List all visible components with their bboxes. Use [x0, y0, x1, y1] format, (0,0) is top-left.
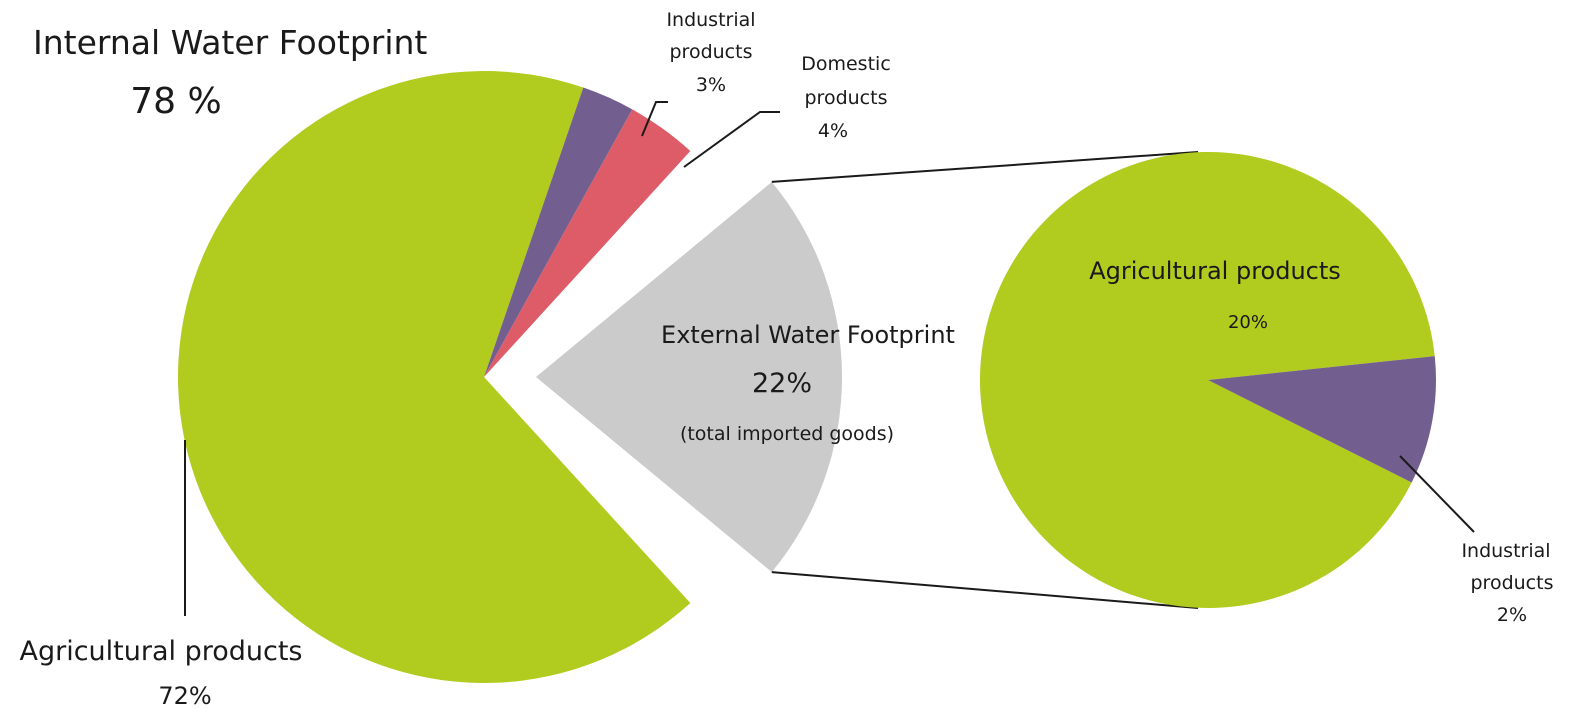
value-industrial: 3% — [696, 74, 726, 96]
value-external-water-footprint: 22% — [752, 368, 812, 399]
label-domestic-line1: Domestic — [801, 53, 891, 75]
internal-total-label: 78 % — [130, 81, 221, 122]
label-industrial-line2: products — [670, 41, 753, 63]
slice-agricultural-products — [178, 71, 691, 684]
value-domestic: 4% — [818, 120, 848, 142]
label-agricultural-products: Agricultural products — [19, 636, 302, 667]
slice-external-water-footprint — [536, 181, 843, 573]
chart-title: Internal Water Footprint — [33, 23, 427, 62]
value-agricultural-products: 72% — [158, 682, 211, 710]
label-breakdown-industrial-line2: products — [1471, 572, 1554, 594]
label-external-water-footprint: External Water Footprint — [661, 321, 955, 349]
breakdown-slice-industrial — [1208, 356, 1436, 483]
value-breakdown-industrial: 2% — [1497, 604, 1527, 626]
leader-line-breakdown-industrial — [1399, 455, 1475, 533]
main-pie — [178, 71, 843, 684]
breakdown-pie — [979, 152, 1436, 609]
slice-domestic-products — [484, 109, 691, 377]
leader-line-industrial — [641, 101, 668, 137]
label-industrial-line1: Industrial — [666, 9, 755, 31]
label-breakdown-agricultural: Agricultural products — [1089, 257, 1341, 285]
leader-line-domestic — [683, 111, 780, 168]
slice-industrial-products — [484, 87, 633, 377]
label-domestic-line2: products — [805, 87, 888, 109]
label-breakdown-industrial-line1: Industrial — [1461, 540, 1550, 562]
connector-line-bottom — [771, 571, 1199, 609]
breakdown-slice-agricultural — [979, 152, 1435, 609]
connector-line-top — [771, 151, 1199, 183]
value-breakdown-agricultural: 20% — [1228, 312, 1268, 333]
note-total-imported-goods: (total imported goods) — [680, 423, 894, 445]
